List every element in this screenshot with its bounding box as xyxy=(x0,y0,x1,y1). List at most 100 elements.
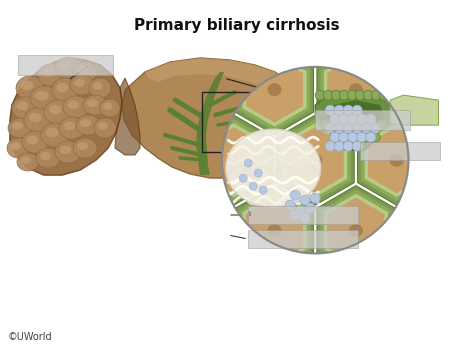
Ellipse shape xyxy=(63,96,89,118)
Circle shape xyxy=(336,120,346,130)
Ellipse shape xyxy=(349,83,363,96)
Ellipse shape xyxy=(35,91,49,100)
Ellipse shape xyxy=(70,75,94,95)
Ellipse shape xyxy=(36,148,60,168)
Polygon shape xyxy=(122,58,305,178)
Ellipse shape xyxy=(11,142,21,150)
Circle shape xyxy=(334,123,344,133)
Circle shape xyxy=(357,114,367,124)
Ellipse shape xyxy=(40,152,51,160)
Circle shape xyxy=(249,182,257,190)
Polygon shape xyxy=(283,123,347,197)
Polygon shape xyxy=(317,186,395,276)
Circle shape xyxy=(325,123,335,133)
Ellipse shape xyxy=(77,142,88,150)
Circle shape xyxy=(338,132,348,142)
Polygon shape xyxy=(276,115,354,205)
Ellipse shape xyxy=(17,153,39,171)
Circle shape xyxy=(339,114,349,124)
Circle shape xyxy=(330,132,340,142)
Ellipse shape xyxy=(12,97,38,119)
Polygon shape xyxy=(330,125,375,150)
Polygon shape xyxy=(239,49,310,131)
Circle shape xyxy=(352,141,362,151)
Ellipse shape xyxy=(12,122,23,130)
Polygon shape xyxy=(236,45,313,135)
Circle shape xyxy=(334,141,344,151)
Ellipse shape xyxy=(227,154,241,166)
Circle shape xyxy=(352,105,362,115)
Text: Primary biliary cirrhosis: Primary biliary cirrhosis xyxy=(134,18,340,33)
Circle shape xyxy=(222,67,409,253)
Circle shape xyxy=(370,123,380,133)
Ellipse shape xyxy=(83,95,107,115)
FancyBboxPatch shape xyxy=(248,230,358,248)
Circle shape xyxy=(339,132,349,142)
Ellipse shape xyxy=(56,83,68,93)
Ellipse shape xyxy=(21,81,34,90)
FancyBboxPatch shape xyxy=(360,142,440,160)
Circle shape xyxy=(254,169,262,177)
Circle shape xyxy=(348,132,358,142)
Ellipse shape xyxy=(100,99,120,117)
Polygon shape xyxy=(243,194,307,268)
Polygon shape xyxy=(246,198,303,264)
Circle shape xyxy=(376,120,386,130)
Ellipse shape xyxy=(8,118,32,138)
Circle shape xyxy=(343,123,353,133)
Circle shape xyxy=(348,114,358,124)
Polygon shape xyxy=(287,127,344,193)
Ellipse shape xyxy=(390,154,404,166)
Ellipse shape xyxy=(89,78,111,98)
Circle shape xyxy=(352,123,362,133)
Polygon shape xyxy=(361,119,432,201)
Ellipse shape xyxy=(98,122,108,130)
Polygon shape xyxy=(239,190,310,272)
Ellipse shape xyxy=(68,100,79,109)
Circle shape xyxy=(344,120,354,130)
Ellipse shape xyxy=(38,64,62,86)
Circle shape xyxy=(320,120,330,130)
Polygon shape xyxy=(320,190,392,272)
Circle shape xyxy=(370,132,380,142)
Polygon shape xyxy=(145,58,290,95)
Ellipse shape xyxy=(30,86,60,110)
Circle shape xyxy=(339,90,349,100)
Ellipse shape xyxy=(267,83,282,96)
Ellipse shape xyxy=(267,224,282,237)
Circle shape xyxy=(362,132,372,142)
Ellipse shape xyxy=(42,68,53,77)
Ellipse shape xyxy=(55,57,81,79)
Polygon shape xyxy=(236,186,313,276)
Circle shape xyxy=(354,132,364,142)
Ellipse shape xyxy=(308,154,322,166)
Ellipse shape xyxy=(52,78,78,102)
Circle shape xyxy=(368,120,378,130)
Circle shape xyxy=(366,114,376,124)
FancyBboxPatch shape xyxy=(248,206,358,224)
Ellipse shape xyxy=(60,61,71,70)
Ellipse shape xyxy=(60,145,71,154)
Ellipse shape xyxy=(21,157,31,164)
Ellipse shape xyxy=(77,66,88,74)
Circle shape xyxy=(343,141,353,151)
Circle shape xyxy=(330,114,340,124)
Ellipse shape xyxy=(49,105,62,114)
Circle shape xyxy=(323,90,333,100)
Polygon shape xyxy=(365,123,428,197)
Ellipse shape xyxy=(46,128,58,137)
Ellipse shape xyxy=(73,62,97,82)
Ellipse shape xyxy=(41,123,69,147)
Ellipse shape xyxy=(16,76,44,100)
Ellipse shape xyxy=(93,82,103,90)
Ellipse shape xyxy=(29,113,42,122)
Polygon shape xyxy=(325,100,385,123)
Circle shape xyxy=(334,105,344,115)
Ellipse shape xyxy=(24,108,52,132)
Circle shape xyxy=(355,90,365,100)
Circle shape xyxy=(290,190,300,200)
Circle shape xyxy=(330,132,340,142)
Ellipse shape xyxy=(103,102,112,110)
Circle shape xyxy=(371,90,381,100)
Circle shape xyxy=(310,193,320,203)
